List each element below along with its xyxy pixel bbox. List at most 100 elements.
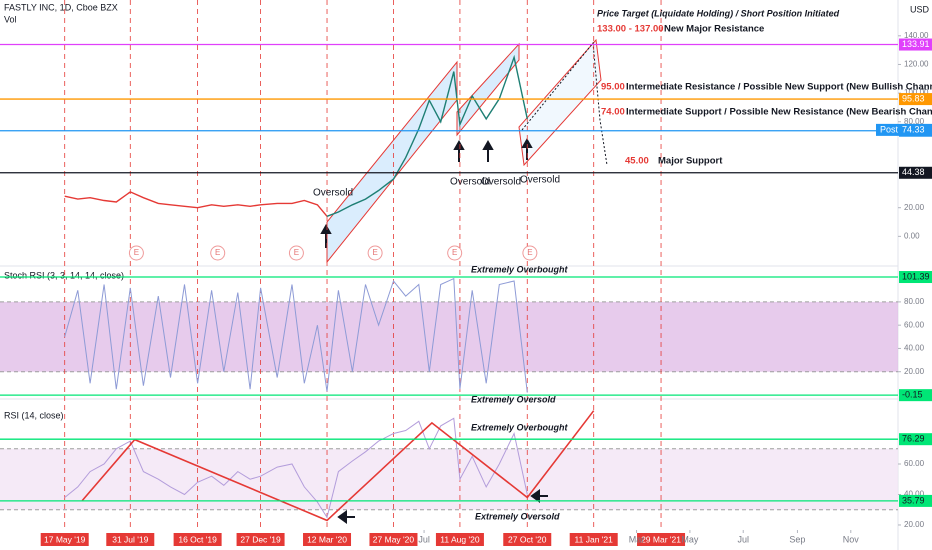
post-badge — [876, 123, 932, 136]
x-tick-label: 29 Mar '21 — [641, 534, 681, 544]
time-badge — [435, 533, 484, 546]
y-tick-label: 140.00 — [904, 31, 929, 40]
earnings-label: E — [452, 248, 457, 257]
earnings-label: E — [294, 248, 299, 257]
x-tick-label: 31 Jul '19 — [112, 534, 148, 544]
time-badge — [569, 533, 618, 546]
earnings-label: E — [134, 248, 139, 257]
annotation: Intermediate Resistance / Possible New S… — [626, 82, 932, 93]
x-tick-label: 27 Dec '19 — [240, 534, 281, 544]
level-label: 133.91 — [902, 39, 930, 49]
level-badge — [899, 433, 932, 446]
annotation: Oversold — [481, 177, 521, 188]
earnings-marker — [447, 245, 463, 261]
annotation: 74.00 — [601, 107, 625, 118]
y-tick-label: 20.00 — [904, 520, 925, 529]
y-tick-label: 80.00 — [904, 117, 925, 126]
annotation: 45.00 — [625, 156, 649, 167]
post-label: Post — [880, 124, 899, 134]
time-badge — [173, 533, 222, 546]
band — [0, 448, 898, 510]
x-tick-label: 16 Oct '19 — [178, 534, 217, 544]
annotation: 133.00 - 137.00 — [597, 24, 664, 35]
time-badge — [503, 533, 552, 546]
series-line — [64, 277, 528, 393]
time-badge — [303, 533, 352, 546]
y-tick-label: 20.00 — [904, 367, 925, 376]
x-tick-label: 27 May '20 — [373, 534, 415, 544]
post-value: 74.33 — [902, 124, 925, 134]
level-badge — [899, 494, 932, 507]
level-badge — [899, 271, 932, 284]
time-badge — [40, 533, 89, 546]
earnings-label: E — [215, 248, 220, 257]
time-badge — [637, 533, 686, 546]
projection-path — [521, 41, 608, 166]
annotation: Extremely Oversold — [471, 394, 556, 404]
subtitle: Vol — [4, 14, 17, 24]
x-tick-label: May — [681, 534, 699, 544]
y-tick-label: 80.00 — [904, 297, 925, 306]
y-tick-label: 120.00 — [904, 60, 929, 69]
y-tick-label: 0.00 — [904, 231, 920, 240]
level-badge — [899, 38, 932, 51]
annotation: Oversold — [313, 188, 353, 199]
x-tick-label: 17 May '19 — [44, 534, 86, 544]
earnings-label: E — [372, 248, 377, 257]
annotation: Intermediate Support / Possible New Resi… — [626, 107, 932, 118]
time-badge — [369, 533, 418, 546]
pane-title: RSI (14, close) — [4, 410, 64, 420]
y-tick-label: 40.00 — [904, 490, 925, 499]
level-badge — [899, 93, 932, 106]
annotation: New Major Resistance — [664, 24, 764, 35]
annotation: Major Support — [658, 156, 723, 167]
annotation: Extremely Oversold — [475, 511, 560, 521]
y-tick-label: 100.00 — [904, 88, 929, 97]
x-tick-label: Jul — [418, 534, 430, 544]
x-tick-label: Sep — [789, 534, 805, 544]
level-badge — [899, 389, 932, 402]
level-label: 95.83 — [902, 93, 925, 103]
earnings-marker — [128, 245, 144, 261]
band — [0, 301, 898, 372]
x-tick-label: 12 Mar '20 — [307, 534, 347, 544]
x-tick-label: Mar — [629, 534, 645, 544]
y-tick-label: 20.00 — [904, 203, 925, 212]
level-label: 35.79 — [902, 495, 925, 505]
level-label: 44.38 — [902, 167, 925, 177]
pane-title: Stoch RSI (3, 3, 14, 14, close) — [4, 270, 124, 280]
level-label: 101.39 — [902, 271, 930, 281]
series-line — [81, 410, 595, 522]
y-tick-label: 60.00 — [904, 320, 925, 329]
series-line — [326, 54, 528, 217]
annotation: Extremely Overbought — [471, 264, 569, 274]
earnings-marker — [367, 245, 383, 261]
x-tick-label: 27 Oct '20 — [508, 534, 547, 544]
annotation: Oversold — [520, 175, 560, 186]
annotation: 95.00 — [601, 82, 625, 93]
level-label: -0.15 — [902, 390, 923, 400]
annotation: Oversold — [450, 177, 490, 188]
chart-title: FASTLY INC, 1D, Cboe BZX — [4, 2, 118, 12]
x-tick-label: Jul — [737, 534, 749, 544]
earnings-marker — [522, 245, 538, 261]
earnings-marker — [210, 245, 226, 261]
x-tick-label: 11 Aug '20 — [440, 534, 480, 544]
x-tick-label: 11 Jan '21 — [575, 534, 614, 544]
time-badge — [236, 533, 285, 546]
earnings-label: E — [527, 248, 532, 257]
series-line — [64, 417, 528, 519]
annotation: Extremely Overbought — [471, 422, 569, 432]
level-badge — [899, 166, 932, 179]
time-badge — [106, 533, 155, 546]
projected-channel — [518, 38, 602, 167]
earnings-marker — [288, 245, 304, 261]
x-tick-label: Nov — [843, 534, 860, 544]
level-label: 76.29 — [902, 434, 925, 444]
axis-label: USD — [910, 4, 930, 14]
series-line — [64, 191, 328, 217]
y-tick-label: 60.00 — [904, 459, 925, 468]
y-tick-label: 40.00 — [904, 344, 925, 353]
annotation: Price Target (Liquidate Holding) / Short… — [597, 8, 840, 18]
